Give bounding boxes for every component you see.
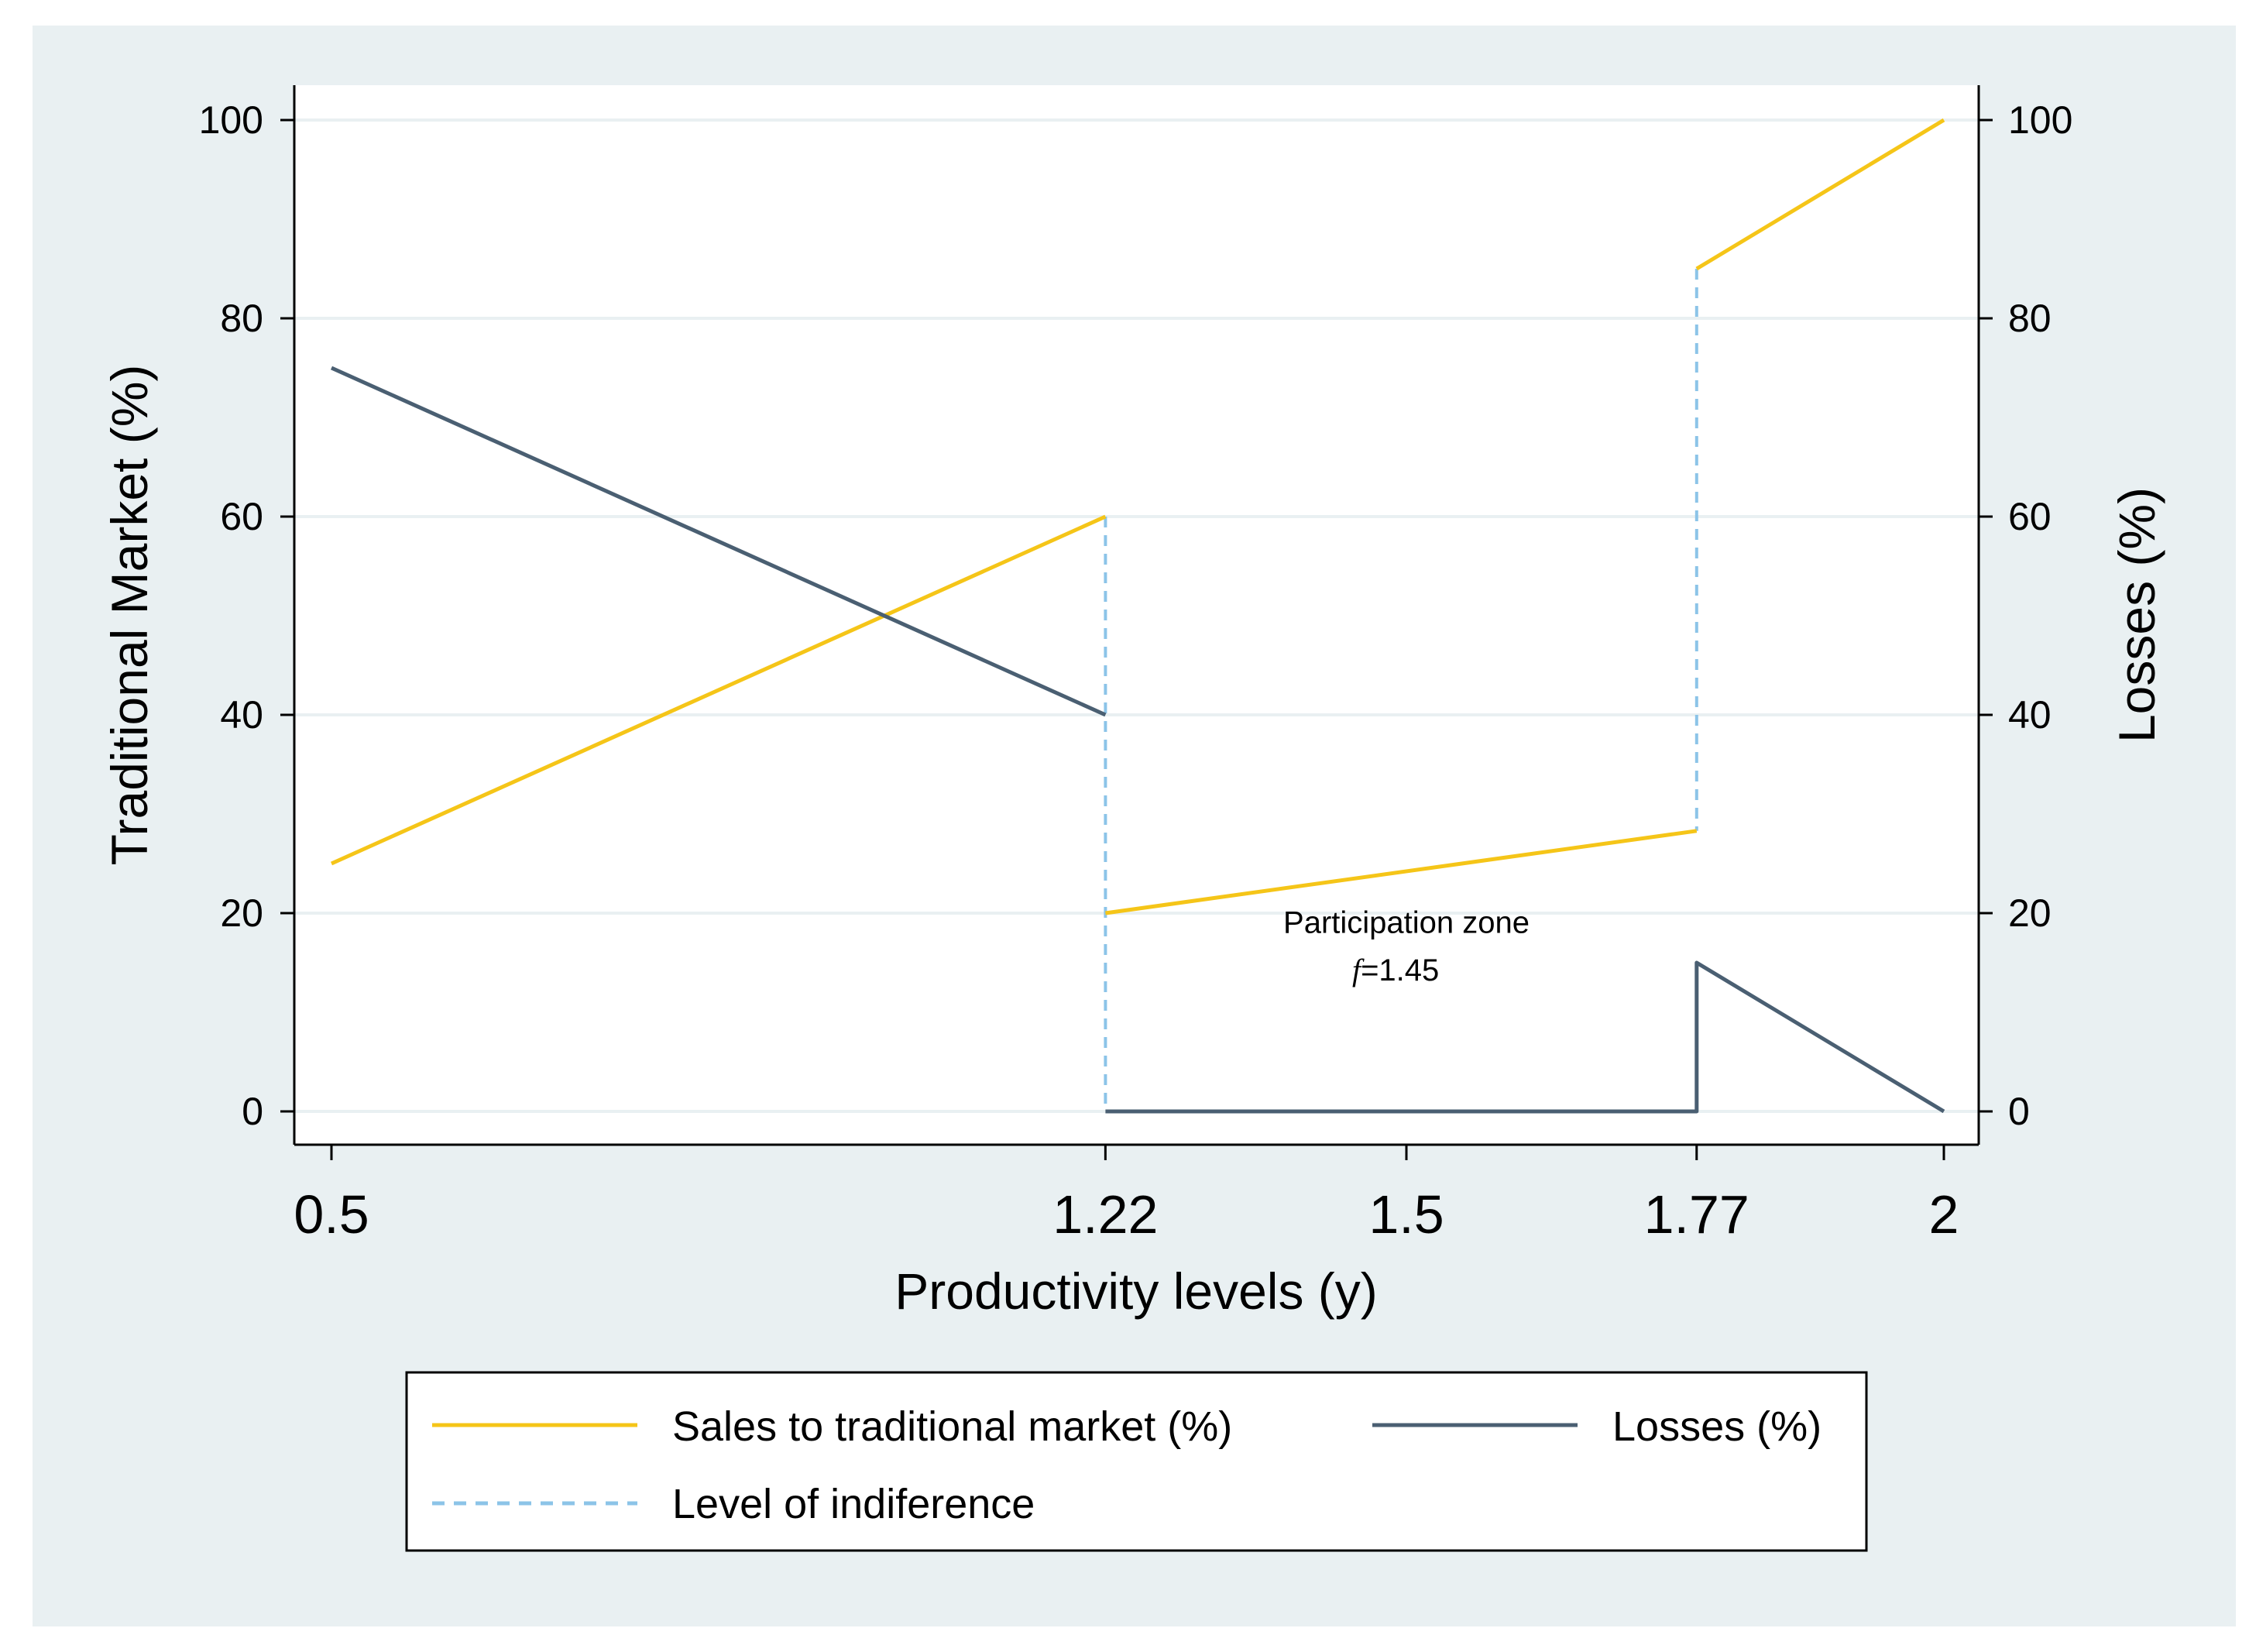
y-tick-label-left: 40: [220, 693, 263, 737]
axis-ticks: 0 0 20 20 40 40 60 60 80 80 100 100 0.5 1.22 1.5 1.77 2: [199, 98, 2073, 1245]
series-line-sales-to-traditional-market: [1695, 118, 1945, 271]
y-tick-label-right: 20: [2008, 891, 2052, 935]
plot-area: [294, 85, 1979, 1145]
grid: [294, 118, 1979, 1113]
y-tick-label-left: 0: [242, 1090, 263, 1133]
y-tick-label-left: 20: [220, 891, 263, 935]
x-tick-label: 0.5: [294, 1184, 369, 1245]
series-layer: [330, 118, 1945, 1114]
y-tick-label-right: 40: [2008, 693, 2052, 737]
y-tick-label-left: 100: [199, 98, 263, 142]
series-line-sales-to-traditional-market: [1105, 829, 1698, 915]
x-tick-label: 1.5: [1368, 1184, 1444, 1245]
y-tick-label-right: 100: [2008, 98, 2072, 142]
annotation-threshold-f: f=1.45: [1352, 953, 1439, 987]
y-axis-label-left: Traditional Market (%): [101, 365, 158, 866]
y-axis-label-right: Losses (%): [2108, 487, 2165, 743]
x-tick-label: 1.22: [1052, 1184, 1158, 1245]
x-tick-label: 1.77: [1644, 1184, 1749, 1245]
legend-label-sales: Sales to traditional market (%): [672, 1403, 1232, 1450]
legend: Sales to traditional market (%) Losses (…: [405, 1371, 1868, 1552]
legend-box: [405, 1371, 1868, 1552]
series-line-sales-to-traditional-market: [330, 514, 1107, 866]
annotation-f-value: =1.45: [1361, 953, 1439, 987]
x-tick-label: 2: [1929, 1184, 1959, 1245]
y-tick-label-left: 80: [220, 297, 263, 340]
legend-label-losses: Losses (%): [1612, 1403, 1822, 1450]
y-tick-label-left: 60: [220, 495, 263, 538]
x-axis-label: Productivity levels (y): [894, 1262, 1378, 1320]
y-tick-label-right: 80: [2008, 297, 2052, 340]
y-tick-label-right: 60: [2008, 495, 2052, 538]
annotation-participation-zone: Participation zone: [1283, 906, 1530, 940]
y-tick-label-right: 0: [2008, 1090, 2030, 1133]
series-line-losses: [1105, 960, 1945, 1114]
legend-label-indifference: Level of indiference: [672, 1481, 1035, 1527]
series-line-losses: [330, 366, 1107, 717]
